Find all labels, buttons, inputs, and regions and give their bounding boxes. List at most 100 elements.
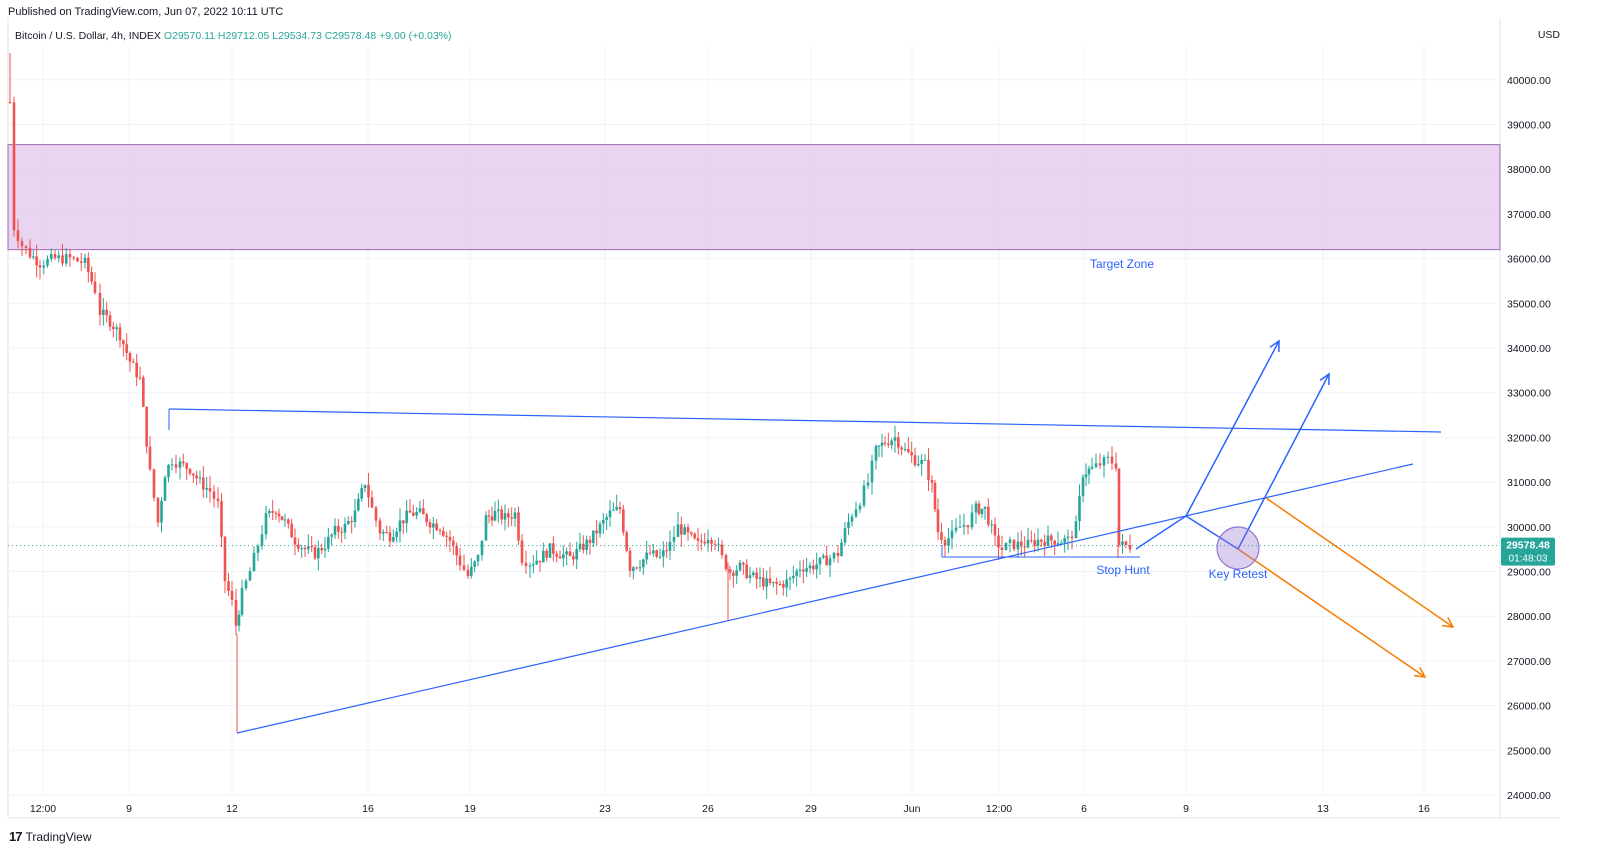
candle [832, 551, 836, 563]
x-tick-label: 16 [1418, 803, 1430, 815]
candle [798, 560, 802, 578]
bullish-arrow-2[interactable] [1237, 373, 1330, 550]
candle [696, 528, 700, 551]
candle [618, 501, 622, 515]
candle [438, 528, 442, 536]
candle [363, 484, 367, 493]
candle [300, 545, 303, 558]
candle [293, 528, 297, 556]
candle [993, 517, 997, 547]
candle [274, 510, 278, 520]
candle [374, 505, 378, 527]
candle [854, 501, 858, 519]
candle [323, 537, 327, 559]
candle [38, 259, 42, 280]
candle [1066, 529, 1070, 551]
candle [405, 500, 408, 533]
y-tick-label: 32000.00 [1507, 432, 1551, 444]
tradingview-logo[interactable]: 17 TradingView [9, 829, 92, 844]
upper-trendline[interactable] [168, 408, 1442, 433]
candle [662, 541, 665, 568]
candle [645, 540, 648, 565]
candle [1040, 538, 1043, 548]
candle [665, 542, 668, 559]
candle [497, 499, 500, 523]
stop-hunt-label: Stop Hunt [1096, 563, 1150, 577]
candle [758, 567, 762, 588]
candle [108, 311, 112, 332]
candle [818, 557, 822, 575]
candle [398, 508, 402, 543]
lower-trendline[interactable] [236, 463, 1414, 734]
candle [317, 540, 320, 571]
candle [958, 514, 962, 528]
bullish-arrow-1-head [1269, 339, 1280, 353]
candle [950, 520, 954, 550]
candle [572, 552, 575, 566]
candle [933, 479, 937, 513]
candle [910, 441, 913, 463]
bar-countdown: 01:48:03 [1509, 554, 1548, 565]
candle [655, 549, 658, 559]
candle [510, 507, 513, 526]
candle [732, 569, 735, 588]
candle [874, 444, 878, 470]
candle [755, 567, 758, 589]
candle [333, 518, 337, 539]
candle [220, 493, 223, 548]
candle [652, 543, 655, 557]
bearish-arrow-2[interactable] [1265, 497, 1454, 628]
candle [706, 529, 710, 552]
candle [395, 527, 398, 543]
candle [412, 504, 415, 517]
candle [990, 519, 993, 534]
candle [720, 540, 724, 559]
candle [105, 301, 108, 323]
x-tick-label: 13 [1317, 803, 1329, 815]
candle [357, 493, 360, 512]
candle [35, 244, 38, 278]
candle [977, 500, 981, 516]
candle [28, 239, 32, 260]
candle [1106, 451, 1110, 464]
candle [343, 517, 347, 540]
candle [102, 298, 105, 326]
candle [118, 322, 122, 348]
symbol-legend: Bitcoin / U.S. Dollar, 4h, INDEX O29570.… [15, 30, 452, 42]
candle [212, 485, 216, 508]
candle [1016, 532, 1020, 558]
candle [1053, 539, 1056, 556]
candle [1056, 531, 1060, 547]
candle [418, 500, 422, 514]
key-retest-circle [1216, 526, 1260, 570]
candle [198, 470, 202, 484]
y-tick-label: 36000.00 [1507, 254, 1551, 266]
x-tick-label: 9 [1183, 803, 1189, 815]
candle [980, 508, 984, 519]
candle [487, 509, 491, 524]
candle [1008, 536, 1012, 553]
candle [608, 500, 612, 527]
target-zone-label: Target Zone [1090, 257, 1154, 271]
candle [466, 564, 470, 579]
time-axis: 12:00 9 12 16 19 23 26 29 Jun 12:00 6 9 13 16 [30, 803, 1430, 815]
brand-name: TradingView [25, 829, 92, 844]
candle [802, 559, 805, 584]
candle [792, 565, 795, 584]
y-tick-label: 39000.00 [1507, 120, 1551, 132]
candle [1094, 453, 1098, 469]
y-tick-label: 25000.00 [1507, 745, 1551, 757]
candle [858, 502, 862, 513]
bearish-arrow-1[interactable] [1237, 548, 1426, 678]
candle [1026, 527, 1030, 549]
candle [277, 508, 281, 523]
candle [122, 339, 125, 357]
y-tick-label: 33000.00 [1507, 388, 1551, 400]
candle [1114, 452, 1118, 472]
candle [565, 547, 568, 566]
bullish-arrow-1[interactable] [1185, 340, 1280, 517]
candle [742, 561, 745, 575]
candle [452, 536, 455, 555]
y-tick-label: 34000.00 [1507, 343, 1551, 355]
